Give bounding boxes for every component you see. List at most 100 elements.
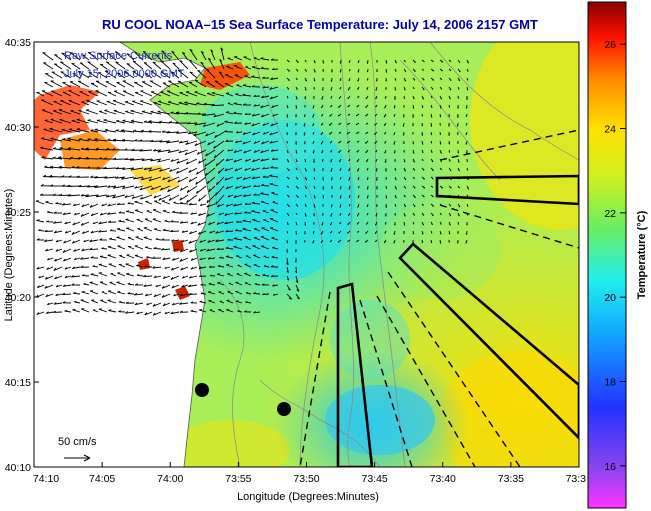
current-vector-head [46, 267, 49, 270]
current-vector [124, 194, 135, 198]
current-vector [160, 60, 171, 70]
current-vector-head [251, 168, 255, 171]
current-vector-head [44, 229, 48, 232]
current-vector-head [71, 231, 75, 235]
current-vector-head [92, 265, 95, 267]
y-tick-label: 40:20 [5, 292, 31, 304]
current-vector-head [242, 227, 246, 230]
current-vector-head [148, 120, 152, 122]
current-vector-head [107, 138, 111, 141]
current-vector [140, 90, 153, 97]
current-vector [190, 221, 198, 225]
current-vector [206, 68, 216, 79]
current-vector [269, 86, 279, 90]
survey-lines [299, 129, 579, 467]
current-vector-head [393, 151, 396, 154]
current-vector [178, 102, 189, 106]
current-vector [43, 129, 54, 133]
current-vector-head [176, 131, 180, 134]
current-vector-head [89, 247, 93, 251]
current-vector-head [263, 265, 267, 267]
current-vector [206, 203, 216, 208]
current-vector [153, 149, 162, 152]
current-vector [72, 239, 81, 244]
current-vector [184, 149, 198, 156]
current-vector [170, 275, 180, 280]
current-vector-head [62, 138, 66, 140]
current-vector-head [115, 166, 119, 170]
current-vector-head [252, 132, 255, 136]
current-vector [157, 158, 171, 163]
current-vector [270, 122, 279, 127]
current-vector-head [107, 185, 111, 188]
current-vector [125, 263, 135, 268]
current-vector-head [209, 265, 212, 268]
current-vector-head [45, 294, 49, 298]
current-vector-head [217, 264, 221, 267]
current-vector-head [126, 53, 130, 55]
current-vector-head [162, 276, 166, 279]
current-vector [207, 239, 216, 243]
current-vector-head [171, 50, 175, 53]
current-vector [54, 54, 63, 61]
current-vector [113, 110, 126, 115]
current-vector [44, 230, 54, 232]
current-vector-head [448, 151, 451, 153]
current-vector [54, 257, 63, 262]
current-vector-head [385, 206, 387, 208]
current-vector-head [143, 167, 147, 170]
current-vector [103, 167, 117, 170]
current-vector [219, 59, 225, 70]
current-vector-head [385, 196, 388, 199]
current-vector-head [322, 188, 325, 190]
current-vector-head [466, 98, 468, 100]
current-vector-head [121, 177, 125, 180]
current-vector-head [104, 109, 108, 111]
current-vector-head [457, 106, 459, 109]
current-vector-head [189, 231, 192, 235]
current-vector [224, 176, 234, 181]
current-vector-head [64, 309, 68, 312]
current-vector [130, 120, 144, 124]
current-vector-head [209, 231, 212, 234]
current-vector-head [313, 187, 316, 189]
current-vector [49, 176, 63, 178]
current-vector [109, 281, 117, 286]
current-vector-head [272, 284, 275, 287]
current-vector [195, 176, 207, 185]
current-vector [211, 104, 225, 107]
current-vector [269, 131, 279, 136]
current-vector [148, 121, 162, 124]
current-vector-head [160, 71, 165, 73]
current-vector-head [321, 88, 324, 91]
current-vector-head [127, 202, 131, 204]
current-vector [242, 131, 252, 135]
current-vector-head [168, 101, 172, 103]
current-vector-head [155, 54, 159, 56]
current-vector-head [253, 141, 257, 144]
current-vector-head [87, 138, 91, 140]
current-vector [204, 158, 216, 167]
current-vector-head [185, 142, 189, 145]
current-vector-head [466, 214, 468, 216]
current-vector-head [190, 301, 194, 304]
current-vector-head [69, 156, 74, 159]
current-vector-head [466, 79, 469, 81]
current-vector-head [176, 170, 179, 174]
current-vector-head [73, 203, 76, 207]
current-vector [96, 194, 108, 198]
current-vector [167, 176, 180, 183]
current-vector-head [242, 185, 246, 189]
current-vector [206, 93, 216, 97]
current-vector-head [196, 171, 199, 175]
current-vector [244, 75, 252, 79]
current-vector [233, 238, 243, 241]
current-vector-head [134, 254, 139, 257]
current-vector-head [118, 219, 122, 222]
current-vector [41, 99, 54, 106]
current-vector [157, 111, 171, 115]
current-vector-head [269, 87, 273, 90]
current-vector [159, 167, 171, 172]
current-vector [189, 248, 198, 253]
colorbar-tick-label: 16 [604, 461, 616, 473]
